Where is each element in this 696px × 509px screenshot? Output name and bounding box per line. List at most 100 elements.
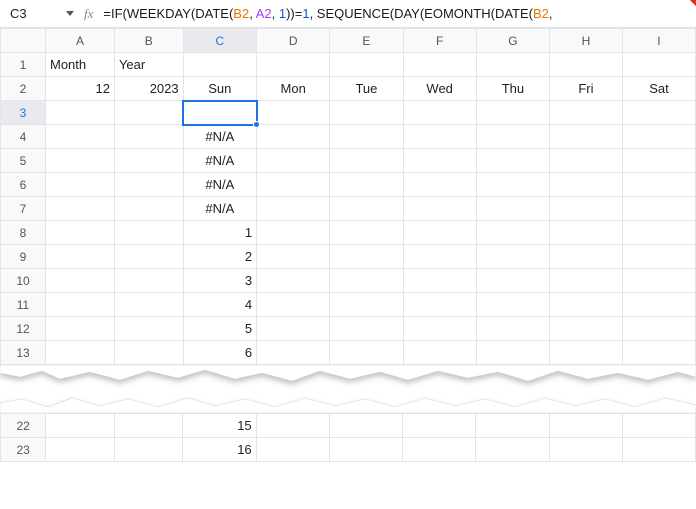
cell-A3[interactable] [46, 101, 115, 125]
cell-I22[interactable] [622, 414, 695, 438]
cell-B1[interactable]: Year [114, 53, 183, 77]
cell-A12[interactable] [46, 317, 115, 341]
cell-C12[interactable]: 5 [183, 317, 256, 341]
cell-A13[interactable] [46, 341, 115, 365]
cell-B2[interactable]: 2023 [114, 77, 183, 101]
cell-A9[interactable] [46, 245, 115, 269]
cell-F4[interactable] [403, 125, 476, 149]
cell-G23[interactable] [476, 438, 549, 462]
cell-D8[interactable] [257, 221, 330, 245]
cell-G6[interactable] [476, 173, 549, 197]
cell-F23[interactable] [403, 438, 476, 462]
cell-H23[interactable] [549, 438, 622, 462]
spreadsheet-grid-top[interactable]: ABCDEFGHI 1MonthYear2122023SunMonTueWedT… [0, 28, 696, 365]
cell-D12[interactable] [257, 317, 330, 341]
cell-A7[interactable] [46, 197, 115, 221]
cell-G7[interactable] [476, 197, 549, 221]
cell-B13[interactable] [114, 341, 183, 365]
row-header-10[interactable]: 10 [1, 269, 46, 293]
cell-E10[interactable] [330, 269, 403, 293]
cell-H6[interactable] [550, 173, 623, 197]
cell-I3[interactable] [622, 101, 695, 125]
cell-A4[interactable] [46, 125, 115, 149]
cell-H9[interactable] [550, 245, 623, 269]
cell-I2[interactable]: Sat [622, 77, 695, 101]
cell-H10[interactable] [550, 269, 623, 293]
cell-B4[interactable] [114, 125, 183, 149]
column-header-E[interactable]: E [330, 29, 403, 53]
cell-I8[interactable] [622, 221, 695, 245]
row-header-9[interactable]: 9 [1, 245, 46, 269]
cell-E22[interactable] [329, 414, 402, 438]
formula-input[interactable]: =IF(WEEKDAY(DATE(B2, A2, 1))=1, SEQUENCE… [103, 6, 552, 21]
column-header-C[interactable]: C [183, 29, 256, 53]
cell-I12[interactable] [622, 317, 695, 341]
cell-H5[interactable] [550, 149, 623, 173]
cell-A2[interactable]: 12 [46, 77, 115, 101]
cell-I13[interactable] [622, 341, 695, 365]
cell-F8[interactable] [403, 221, 476, 245]
cell-G5[interactable] [476, 149, 549, 173]
cell-E8[interactable] [330, 221, 403, 245]
cell-H7[interactable] [550, 197, 623, 221]
cell-G22[interactable] [476, 414, 549, 438]
cell-F5[interactable] [403, 149, 476, 173]
cell-H8[interactable] [550, 221, 623, 245]
column-header-F[interactable]: F [403, 29, 476, 53]
cell-E6[interactable] [330, 173, 403, 197]
cell-D22[interactable] [256, 414, 329, 438]
row-header-5[interactable]: 5 [1, 149, 46, 173]
cell-D4[interactable] [257, 125, 330, 149]
cell-H3[interactable] [550, 101, 623, 125]
cell-E3[interactable] [330, 101, 403, 125]
cell-H1[interactable] [550, 53, 623, 77]
cell-A5[interactable] [46, 149, 115, 173]
cell-H12[interactable] [550, 317, 623, 341]
cell-D10[interactable] [257, 269, 330, 293]
cell-D11[interactable] [257, 293, 330, 317]
cell-I11[interactable] [622, 293, 695, 317]
cell-G3[interactable] [476, 101, 549, 125]
cell-G9[interactable] [476, 245, 549, 269]
cell-H22[interactable] [549, 414, 622, 438]
cell-F13[interactable] [403, 341, 476, 365]
selection-fill-handle[interactable] [253, 121, 260, 128]
cell-E4[interactable] [330, 125, 403, 149]
cell-E12[interactable] [330, 317, 403, 341]
column-header-A[interactable]: A [46, 29, 115, 53]
cell-E9[interactable] [330, 245, 403, 269]
row-header-13[interactable]: 13 [1, 341, 46, 365]
cell-F2[interactable]: Wed [403, 77, 476, 101]
cell-I10[interactable] [622, 269, 695, 293]
cell-G11[interactable] [476, 293, 549, 317]
cell-D1[interactable] [257, 53, 330, 77]
cell-B10[interactable] [114, 269, 183, 293]
cell-B7[interactable] [114, 197, 183, 221]
cell-B12[interactable] [114, 317, 183, 341]
cell-E23[interactable] [329, 438, 402, 462]
cell-H2[interactable]: Fri [550, 77, 623, 101]
cell-C22[interactable]: 15 [183, 414, 257, 438]
cell-I1[interactable] [622, 53, 695, 77]
cell-F6[interactable] [403, 173, 476, 197]
cell-G8[interactable] [476, 221, 549, 245]
cell-C1[interactable] [183, 53, 256, 77]
cell-B5[interactable] [114, 149, 183, 173]
cell-B8[interactable] [114, 221, 183, 245]
cell-D23[interactable] [256, 438, 329, 462]
column-header-D[interactable]: D [257, 29, 330, 53]
cell-D7[interactable] [257, 197, 330, 221]
cell-E7[interactable] [330, 197, 403, 221]
column-header-I[interactable]: I [622, 29, 695, 53]
cell-F7[interactable] [403, 197, 476, 221]
select-all-corner[interactable] [1, 29, 46, 53]
cell-F1[interactable] [403, 53, 476, 77]
cell-C4[interactable]: #N/A [183, 125, 256, 149]
cell-B9[interactable] [114, 245, 183, 269]
row-header-2[interactable]: 2 [1, 77, 46, 101]
cell-C10[interactable]: 3 [183, 269, 256, 293]
cell-F22[interactable] [403, 414, 476, 438]
spreadsheet-grid-bottom[interactable]: 22152316 [0, 413, 696, 462]
cell-I9[interactable] [622, 245, 695, 269]
row-header-7[interactable]: 7 [1, 197, 46, 221]
